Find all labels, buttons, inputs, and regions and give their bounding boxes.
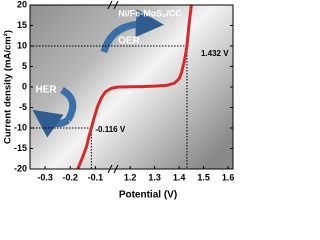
x-tick-label: -0.2 <box>62 172 78 182</box>
her-arrow-head <box>32 109 71 138</box>
y-tick-label: 20 <box>17 0 27 9</box>
annotation: HER <box>35 85 57 96</box>
x-tick-label: 1.6 <box>222 172 235 182</box>
y-tick-label: -15 <box>14 143 27 153</box>
y-tick-label: 5 <box>22 61 27 71</box>
data-line <box>76 4 193 170</box>
x-tick-label: 1.2 <box>124 172 137 182</box>
x-tick-label: 1.5 <box>197 172 210 182</box>
y-tick-label: -20 <box>14 163 27 173</box>
axis-break <box>107 0 119 10</box>
x-tick-label: -0.1 <box>88 172 104 182</box>
annotation: OER <box>118 36 140 47</box>
y-tick-label: -10 <box>14 122 27 132</box>
x-tick-label: -0.3 <box>37 172 53 182</box>
plot-frame <box>29 4 234 170</box>
guide-label: 1.432 V <box>201 49 229 58</box>
oer-arrow <box>100 9 164 54</box>
x-tick-label: 1.3 <box>148 172 161 182</box>
x-tick-label: 1.4 <box>173 172 186 182</box>
chart-title: Ni/Fe-MoS₂/CC <box>118 8 182 18</box>
her-arrow <box>60 86 77 122</box>
chart: Ni/Fe-MoS₂/CC OER HER Potential (V) Curr… <box>3 0 235 200</box>
axis-break <box>107 164 119 174</box>
y-tick-label: 10 <box>17 40 27 50</box>
y-tick-label: 15 <box>17 20 27 30</box>
x-axis-label: Potential (V) <box>119 190 177 200</box>
y-axis-label: Current density (mA/cm²) <box>3 30 14 144</box>
guide-label: -0.116 V <box>95 125 125 134</box>
y-tick-label: 0 <box>22 81 27 91</box>
y-tick-label: -5 <box>19 102 27 112</box>
